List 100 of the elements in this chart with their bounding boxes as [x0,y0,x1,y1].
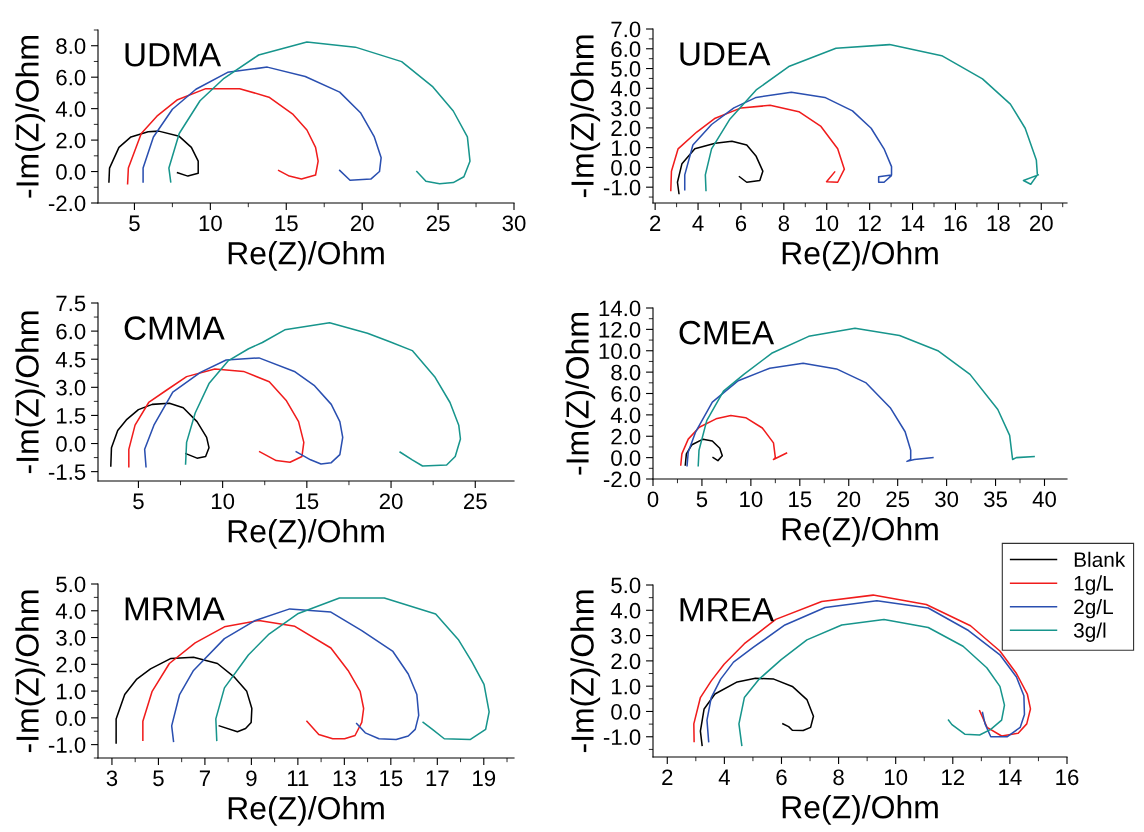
y-tick-label: 2.0 [611,428,641,445]
x-tick-label: 19 [473,770,496,787]
y-tick-label: 1.0 [612,140,641,156]
y-tick-label: 0.0 [56,164,86,180]
x-tick-label: 10 [199,215,222,232]
x-axis-title: Re(Z)/Ohm [782,795,938,825]
y-tick-label: 4.0 [610,407,641,424]
x-tick-label: 30 [935,491,959,508]
line-series [110,402,210,467]
chart-title: CMMA [124,316,225,340]
y-tick-label: 6.0 [611,41,641,58]
x-tick-label: 10 [885,769,908,786]
x-tick-label: 20 [379,493,403,510]
x-tick-label: 14 [901,215,925,231]
x-tick-label: 30 [502,215,526,232]
y-tick-label: 7.5 [56,295,86,312]
y-tick-label: 8.0 [56,38,86,54]
line-series [686,362,934,467]
x-tick-label: 40 [1032,491,1056,508]
line-series [683,91,893,191]
y-axis-title: -Im(Z)/Ohm [15,311,46,474]
x-tick-label: 20 [350,215,374,232]
y-tick-label: 0.0 [611,704,641,720]
x-tick-label: 25 [886,491,910,508]
x-tick-label: 5 [696,491,708,508]
y-tick-label: 1.0 [57,683,86,700]
chart-title: MREA [680,598,775,622]
y-tick-label: 14.0 [599,300,641,317]
y-axis-title: -Im(Z)/Ohm [570,590,601,753]
y-tick-label: 8.0 [611,364,641,381]
y-tick-label: 2.0 [611,653,641,670]
x-tick-label: 20 [837,491,861,508]
x-tick-label: 13 [333,770,356,787]
x-tick-label: 25 [464,493,487,510]
y-tick-label: 4.0 [55,101,86,117]
y-tick-label: 6.0 [611,386,641,402]
x-tick-label: 5 [153,770,164,787]
line-series [142,619,365,742]
legend-label: 2g/L [1074,598,1113,619]
line-series [684,438,724,466]
y-tick-label: 0.0 [611,450,641,466]
chart-title: CMEA [679,320,775,345]
x-tick-label: 2 [650,215,661,231]
x-tick-label: 10 [740,491,763,508]
line-series [142,66,382,183]
y-tick-label: 4.0 [610,602,641,619]
y-tick-label: 5.0 [611,577,641,594]
x-tick-label: 15 [296,493,319,510]
line-series [126,87,319,185]
y-tick-label: 3.0 [56,379,86,396]
y-tick-label: 1.5 [57,408,86,424]
y-tick-label: -2.0 [48,195,86,212]
x-tick-label: 4 [718,769,730,785]
y-tick-label: 0.0 [611,159,641,176]
x-tick-label: 6 [735,215,747,232]
y-tick-label: 2.0 [611,120,641,137]
y-tick-label: 2.0 [56,656,86,673]
y-tick-label: 5.0 [56,576,86,593]
y-tick-label: 2.0 [56,132,86,149]
line-series [670,104,846,192]
x-tick-label: 4 [692,215,704,231]
x-tick-label: 10 [816,215,839,232]
y-tick-label: 12.0 [599,321,641,338]
y-tick-label: 3.0 [56,630,86,646]
x-axis-title: Re(Z)/Ohm [782,517,938,547]
x-tick-label: 17 [426,770,449,786]
y-tick-label: 5.0 [611,61,641,77]
x-tick-label: 25 [426,215,450,232]
x-axis-title: Re(Z)/Ohm [782,241,938,271]
y-tick-label: -2.0 [603,471,641,488]
y-tick-label: 7.0 [611,21,641,38]
y-axis-title: -Im(Z)/Ohm [15,590,46,753]
y-tick-label: 0.0 [56,710,86,727]
x-tick-label: 3 [106,770,118,787]
y-tick-label: 3.0 [611,100,641,117]
x-tick-label: 14 [999,769,1022,785]
x-tick-label: 2 [662,769,673,785]
x-tick-label: 7 [199,770,210,786]
x-tick-label: 15 [789,491,812,508]
legend-label: 3g/l [1073,622,1106,642]
y-tick-label: -1.5 [48,464,86,480]
chart-title: MRMA [125,597,225,621]
line-series [115,656,253,744]
y-tick-label: 1.0 [612,678,641,695]
chart-title: UDEA [680,42,771,66]
x-tick-label: 18 [987,215,1010,232]
y-tick-label: 6.0 [56,69,86,86]
x-tick-label: 15 [275,215,298,232]
y-tick-label: -1.0 [603,179,641,196]
x-tick-label: 10 [211,493,235,510]
line-series [128,368,305,468]
x-axis-title: Re(Z)/Ohm [228,241,384,271]
y-tick-label: 4.0 [610,80,641,97]
y-tick-label: 6.0 [56,323,86,340]
x-tick-label: 12 [942,769,965,785]
x-tick-label: 5 [133,493,144,510]
x-tick-label: 5 [129,215,140,232]
chart-title: UDMA [125,43,222,67]
y-axis-title: -Im(Z)/Ohm [565,313,596,475]
x-tick-label: 9 [246,770,257,787]
